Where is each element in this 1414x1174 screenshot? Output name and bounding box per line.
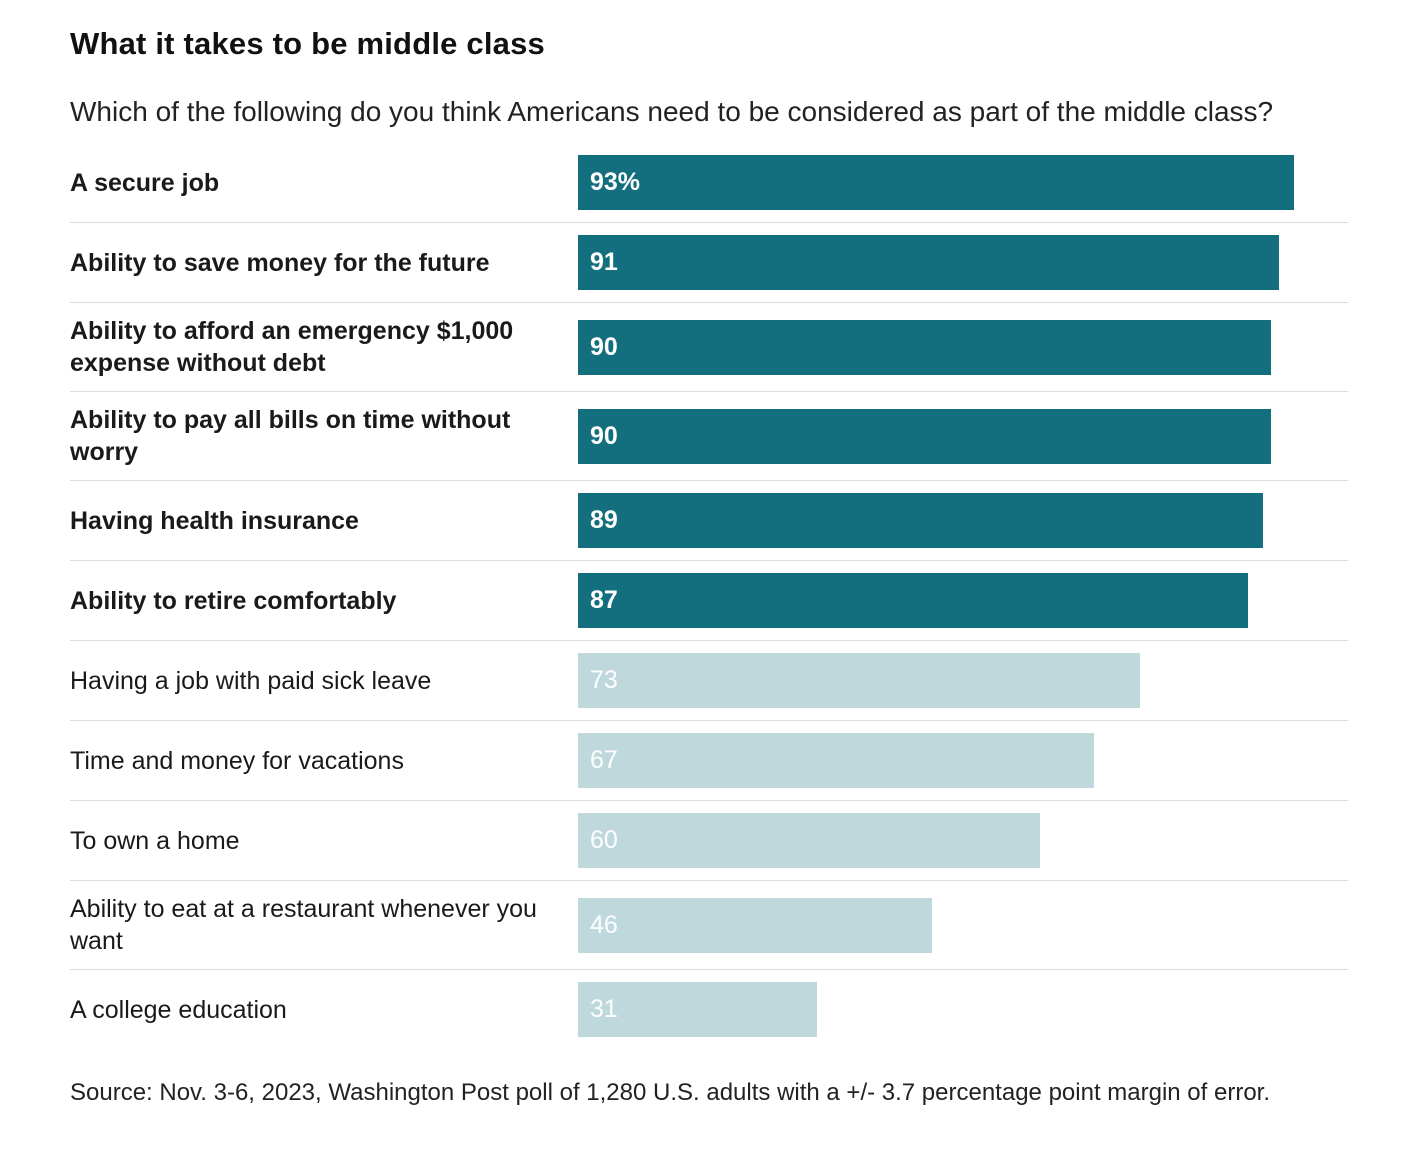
bar: 31 — [578, 982, 817, 1038]
bar: 93% — [578, 155, 1295, 211]
chart-subtitle: Which of the following do you think Amer… — [70, 95, 1274, 127]
chart-row: Ability to afford an emergency $1,000 ex… — [70, 302, 1348, 391]
chart-row: Ability to eat at a restaurant whenever … — [70, 880, 1348, 969]
category-label: Ability to retire comfortably — [70, 586, 397, 615]
bar-value-label: 90 — [590, 421, 618, 450]
bar-value-label: 46 — [590, 910, 618, 939]
bar-track: 87 — [578, 573, 1348, 629]
bar-value-label: 91 — [590, 248, 618, 277]
bar: 73 — [578, 653, 1141, 709]
bar: 91 — [578, 235, 1279, 291]
chart-title: What it takes to be middle class — [70, 26, 545, 61]
category-label: Ability to eat at a restaurant whenever … — [70, 895, 537, 956]
category-label: A college education — [70, 995, 287, 1024]
category-label: A secure job — [70, 168, 220, 197]
bar-track: 31 — [578, 982, 1348, 1038]
category-label: Time and money for vacations — [70, 746, 404, 775]
bar-track: 90 — [578, 408, 1348, 464]
bar-value-label: 90 — [590, 332, 618, 361]
bar-value-label: 73 — [590, 666, 618, 695]
chart-row: Having a job with paid sick leave 73 — [70, 640, 1348, 720]
bar-value-label: 60 — [590, 826, 618, 855]
chart-row: A college education 31 — [70, 969, 1348, 1049]
chart-row: Ability to retire comfortably 87 — [70, 560, 1348, 640]
bar: 67 — [578, 733, 1094, 789]
chart-row: To own a home 60 — [70, 800, 1348, 880]
category-label: Having a job with paid sick leave — [70, 666, 432, 695]
bar: 89 — [578, 493, 1264, 549]
category-label: Ability to pay all bills on time without… — [70, 406, 511, 467]
bar: 90 — [578, 408, 1271, 464]
chart-row: A secure job 93% — [70, 143, 1348, 222]
bar-value-label: 93% — [590, 168, 641, 197]
category-label: To own a home — [70, 826, 240, 855]
chart-row: Ability to save money for the future 91 — [70, 222, 1348, 302]
bar-track: 46 — [578, 897, 1348, 953]
bar-track: 90 — [578, 319, 1348, 375]
bar-track: 91 — [578, 235, 1348, 291]
bar-track: 60 — [578, 813, 1348, 869]
bar-track: 67 — [578, 733, 1348, 789]
source-note: Source: Nov. 3-6, 2023, Washington Post … — [70, 1079, 1270, 1107]
bar-track: 73 — [578, 653, 1348, 709]
bar-value-label: 31 — [590, 995, 618, 1024]
category-label: Having health insurance — [70, 506, 359, 535]
category-label: Ability to save money for the future — [70, 248, 490, 277]
category-label: Ability to afford an emergency $1,000 ex… — [70, 317, 514, 378]
bar: 46 — [578, 897, 933, 953]
chart-row: Ability to pay all bills on time without… — [70, 391, 1348, 480]
chart-container: What it takes to be middle class Which o… — [70, 26, 1348, 1107]
bar: 90 — [578, 319, 1271, 375]
bar: 60 — [578, 813, 1040, 869]
chart-rows: A secure job 93% Ability to save money for… — [70, 143, 1348, 1049]
bar-value-label: 67 — [590, 746, 618, 775]
chart-row: Time and money for vacations 67 — [70, 720, 1348, 800]
bar-track: 89 — [578, 493, 1348, 549]
chart-row: Having health insurance 89 — [70, 480, 1348, 560]
bar-value-label: 87 — [590, 586, 618, 615]
bar-track: 93% — [578, 155, 1348, 211]
bar-value-label: 89 — [590, 506, 618, 535]
bar: 87 — [578, 573, 1248, 629]
